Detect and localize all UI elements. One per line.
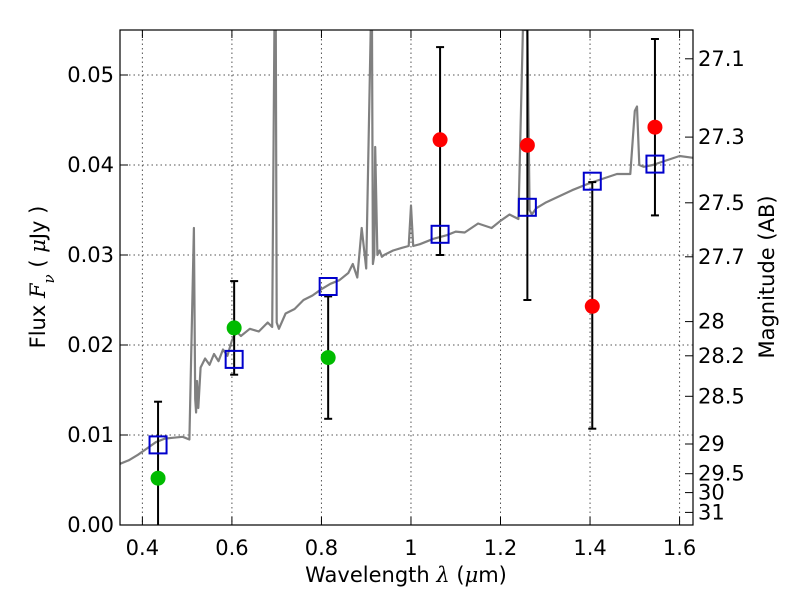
- y-tick-label: 0.04: [67, 153, 114, 177]
- x-axis-label: Wavelength λ (μm): [305, 563, 507, 587]
- y2-tick-label: 27.3: [698, 125, 745, 149]
- grid: [120, 30, 693, 526]
- y-tick-label: 0.05: [67, 63, 114, 87]
- spectrum-line: [120, 30, 693, 465]
- y2-tick-label: 29: [698, 432, 725, 456]
- model-square: [224, 349, 244, 369]
- y-tick-label: 0.03: [67, 243, 114, 267]
- red-point: [519, 137, 535, 153]
- model-square: [148, 435, 168, 455]
- y2-tick-label: 27.5: [698, 191, 745, 215]
- green-point: [320, 350, 336, 366]
- x-tick-label: 1.2: [484, 536, 517, 560]
- y2-tick-label: 27.7: [698, 245, 745, 269]
- x-tick-label: 1.4: [573, 536, 606, 560]
- x-tick-label: 0.6: [215, 536, 248, 560]
- x-tick-label: 0.4: [126, 536, 159, 560]
- y-axis-label: Flux Fν ( μJy ): [26, 206, 58, 349]
- y-tick-label: 0.00: [67, 513, 114, 537]
- y-tick-label: 0.01: [67, 423, 114, 447]
- red-point: [432, 132, 448, 148]
- y2-tick-label: 31: [698, 500, 725, 524]
- model-square: [517, 197, 537, 217]
- model-square: [430, 224, 450, 244]
- axis-ticks: 0.4 0.6 0.8 1 1.2 1.4 1.6 0.00 0.01 0.02 0.03 0.04 0…: [67, 30, 745, 560]
- y2-tick-label: 28: [698, 310, 725, 334]
- model-square: [582, 171, 602, 191]
- y2-tick-label: 28.5: [698, 384, 745, 408]
- x-tick-label: 0.8: [305, 536, 338, 560]
- y-tick-label: 0.02: [67, 333, 114, 357]
- y2-axis-label: Magnitude (AB): [755, 195, 779, 358]
- x-tick-label: 1: [404, 536, 417, 560]
- model-square: [645, 154, 665, 174]
- green-point: [150, 470, 166, 486]
- y2-tick-label: 29.5: [698, 462, 745, 486]
- red-point: [647, 119, 663, 135]
- red-point: [584, 298, 600, 314]
- y2-tick-label: 30: [698, 481, 725, 505]
- model-square: [318, 277, 338, 296]
- y2-tick-label: 27.1: [698, 47, 745, 71]
- green-point: [226, 320, 242, 336]
- y2-tick-label: 28.2: [698, 344, 745, 368]
- x-tick-label: 1.6: [663, 536, 696, 560]
- plot-frame: [119, 29, 694, 526]
- plot-area: [120, 30, 693, 465]
- data-marks: [148, 30, 665, 525]
